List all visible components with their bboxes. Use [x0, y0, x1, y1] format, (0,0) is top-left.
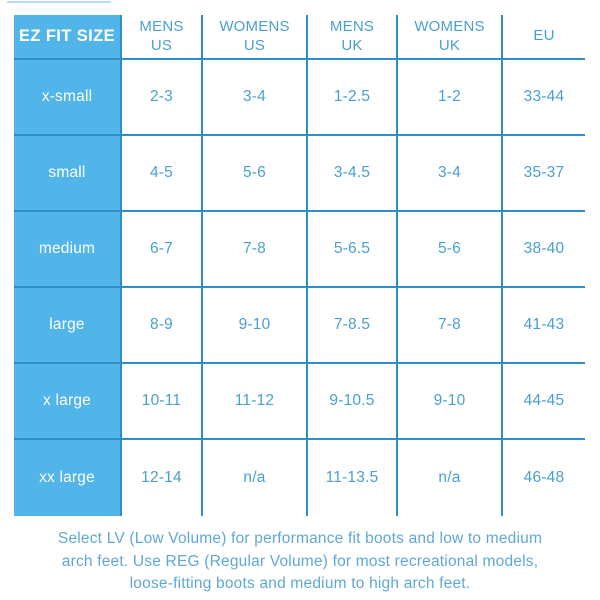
size-value-cell: 3-4: [203, 60, 308, 136]
size-value-cell: 44-45: [503, 364, 585, 440]
size-value-cell: 7-8.5: [308, 288, 398, 364]
size-value-cell: 1-2: [398, 60, 503, 136]
size-value-cell: 35-37: [503, 136, 585, 212]
size-chart-table: EZ FIT SIZE MENS US WOMENS US MENS UK WO…: [14, 15, 585, 516]
size-value-cell: 7-8: [203, 212, 308, 288]
column-header-womens-us: WOMENS US: [203, 15, 308, 60]
size-value-cell: 12-14: [122, 440, 203, 516]
size-value-cell: 10-11: [122, 364, 203, 440]
size-value-cell: 8-9: [122, 288, 203, 364]
column-header-mens-us: MENS US: [122, 15, 203, 60]
size-value-cell: 4-5: [122, 136, 203, 212]
size-value-cell: 41-43: [503, 288, 585, 364]
corner-header-cell: EZ FIT SIZE: [14, 15, 122, 60]
size-value-cell: 46-48: [523, 469, 565, 486]
row-label-large: large: [14, 288, 122, 364]
size-value-cell: 3-4: [398, 136, 503, 212]
column-header-eu: EU: [503, 15, 585, 60]
size-value-cell: 11-12: [203, 364, 308, 440]
size-value-cell: 3-4.5: [308, 136, 398, 212]
row-label-x-small: x-small: [14, 60, 122, 136]
size-value-cell: n/a: [203, 440, 308, 516]
column-header-mens-uk: MENS UK: [308, 15, 398, 60]
size-value-cell: 5-6: [203, 136, 308, 212]
size-value-cell: 11-13.5: [308, 440, 398, 516]
size-value-cell: 9-10.5: [308, 364, 398, 440]
row-label-small: small: [14, 136, 122, 212]
size-value-cell: n/a: [398, 440, 503, 516]
size-value-cell: 2-3: [122, 60, 203, 136]
top-crop-artifact-line: [7, 1, 111, 3]
size-value-cell: 1-2.5: [308, 60, 398, 136]
column-header-womens-uk: WOMENS UK: [398, 15, 503, 60]
row-label-medium: medium: [14, 212, 122, 288]
size-value-cell: 9-10: [203, 288, 308, 364]
size-value-cell: 38-40: [503, 212, 585, 288]
size-value-cell: 7-8: [398, 288, 503, 364]
size-value-cell: 6-7: [122, 212, 203, 288]
size-value-cell: 33-44: [503, 60, 585, 136]
size-value-cell: 5-6: [398, 212, 503, 288]
row-label-x-large: x large: [14, 364, 122, 440]
row-label-xx-large: xx large: [14, 440, 122, 516]
size-value-cell: 9-10: [398, 364, 503, 440]
size-value-cell: 5-6.5: [308, 212, 398, 288]
fit-volume-note: Select LV (Low Volume) for performance f…: [57, 530, 543, 592]
